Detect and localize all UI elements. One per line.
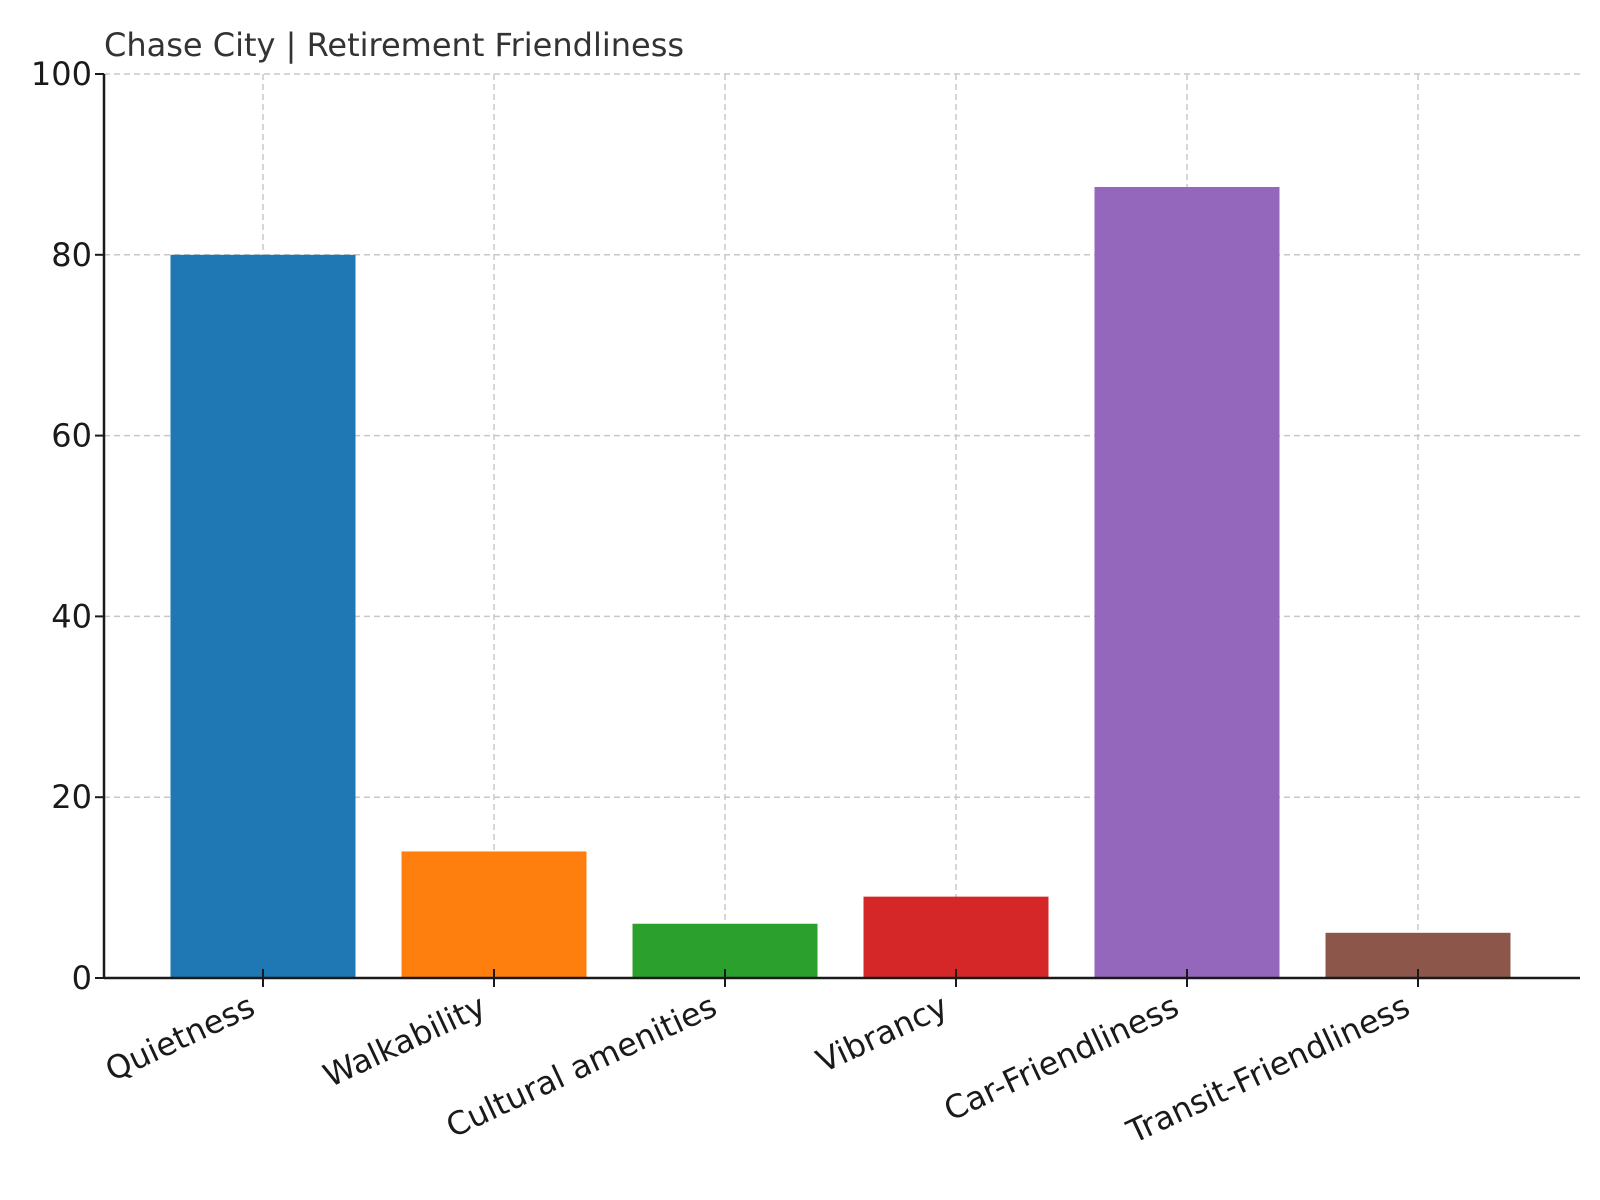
chart-title: Chase City | Retirement Friendliness <box>104 26 684 64</box>
y-tick-label: 0 <box>72 959 92 997</box>
x-tick-label: Walkability <box>317 987 491 1095</box>
y-tick-label: 80 <box>51 236 92 274</box>
y-tick-label: 60 <box>51 417 92 455</box>
axes <box>102 74 1580 980</box>
bar-walkability <box>401 851 587 978</box>
y-tick-label: 40 <box>51 597 92 635</box>
y-axis-ticks: 0 20 40 60 80 100 <box>31 55 104 997</box>
x-tick-label: Quietness <box>99 987 260 1089</box>
bars <box>170 187 1511 979</box>
x-tick-label: Vibrancy <box>810 987 953 1081</box>
bar-cultural-amenities <box>632 923 818 978</box>
bar-vibrancy <box>863 896 1049 978</box>
y-tick-label: 100 <box>31 55 92 93</box>
bar-quietness <box>170 254 356 979</box>
bar-car-friendliness <box>1094 187 1280 978</box>
y-tick-label: 20 <box>51 778 92 816</box>
